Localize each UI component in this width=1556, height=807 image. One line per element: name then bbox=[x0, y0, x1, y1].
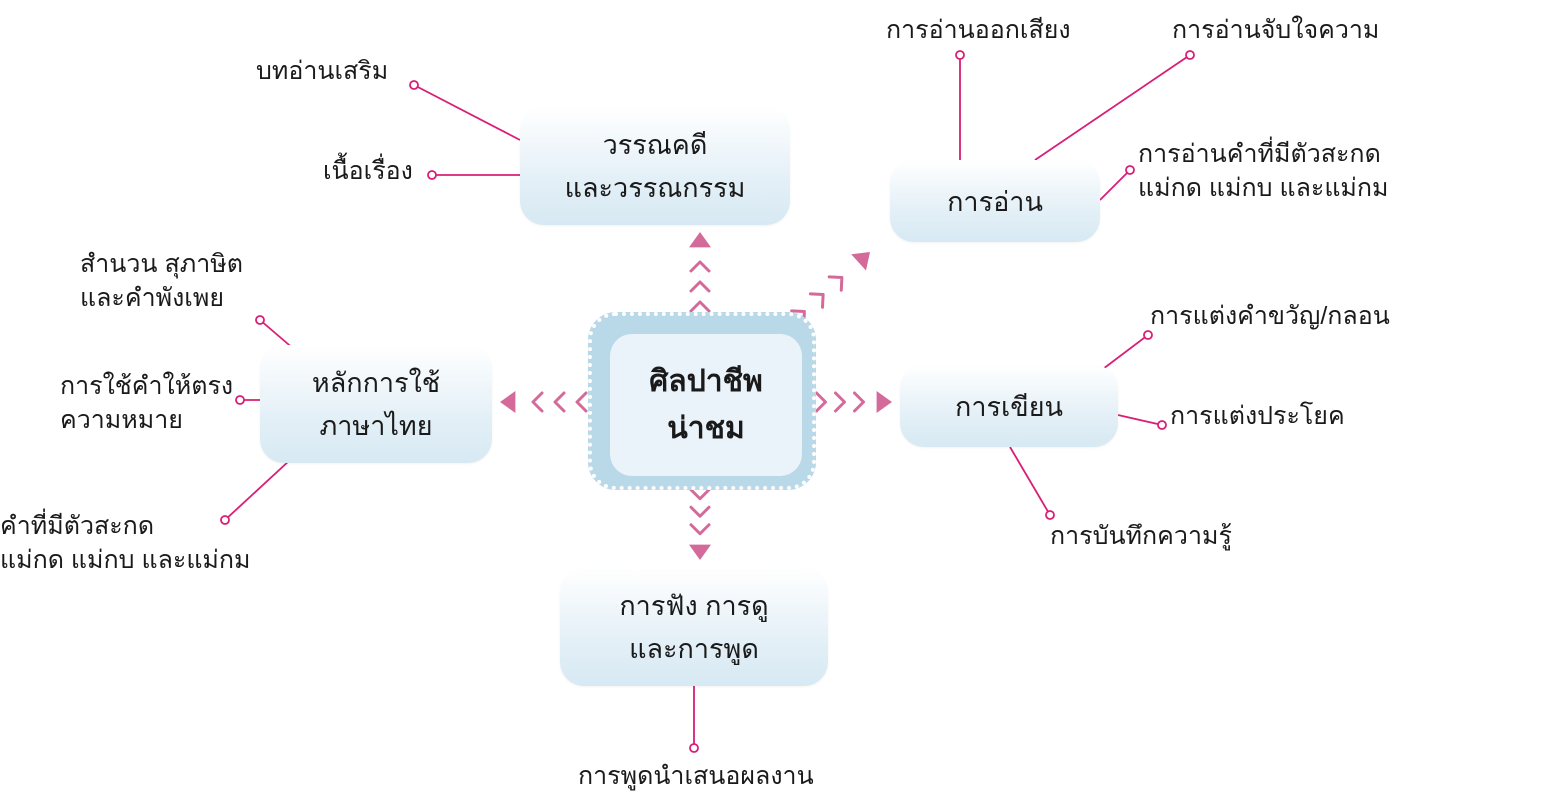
arrow-thai-usage bbox=[500, 391, 586, 413]
leaf-line-read-spell bbox=[1100, 170, 1130, 200]
branch-literature: วรรณคดีและวรรณกรรม bbox=[520, 107, 790, 225]
branch-writing: การเขียน bbox=[900, 365, 1118, 447]
leaf-line-write-note bbox=[1010, 447, 1050, 515]
leaf-line-write-sent bbox=[1118, 415, 1162, 425]
leaf-line-lit-supp bbox=[414, 85, 520, 140]
leaf-write-note: การบันทึกความรู้ bbox=[1050, 520, 1232, 554]
leaf-read-spell: การอ่านคำที่มีตัวสะกด แม่กด แม่กบ และแม่… bbox=[1138, 138, 1389, 206]
branch-label-line1: การฟัง การดู bbox=[619, 584, 768, 627]
branch-thai-usage: หลักการใช้ภาษาไทย bbox=[260, 345, 492, 463]
leaf-lit-supp: บทอ่านเสริม bbox=[256, 55, 388, 89]
branch-label-line2: และวรรณกรรม bbox=[565, 166, 746, 209]
arrow-listen-speak bbox=[689, 490, 711, 560]
leaf-read-aloud: การอ่านออกเสียง bbox=[886, 14, 1071, 48]
leaf-dot-write-note bbox=[1046, 511, 1054, 519]
center-node-inner: ศิลปาชีพ น่าชม bbox=[610, 334, 802, 476]
leaf-write-poem: การแต่งคำขวัญ/กลอน bbox=[1150, 300, 1390, 334]
leaf-use-spell: คำที่มีตัวสะกด แม่กด แม่กบ และแม่กม bbox=[0, 510, 251, 578]
leaf-dot-read-spell bbox=[1126, 166, 1134, 174]
branch-label-line1: การเขียน bbox=[955, 385, 1063, 428]
leaf-use-idiom: สำนวน สุภาษิต และคำพังเพย bbox=[80, 248, 243, 316]
branch-label-line2: ภาษาไทย bbox=[319, 404, 432, 447]
mindmap-canvas: ศิลปาชีพ น่าชม วรรณคดีและวรรณกรรมการอ่าน… bbox=[0, 0, 1556, 807]
leaf-speak-present: การพูดนำเสนอผลงาน bbox=[578, 760, 814, 794]
branch-label-line2: และการพูด bbox=[629, 627, 759, 670]
leaf-dot-write-sent bbox=[1158, 421, 1166, 429]
leaf-dot-read-aloud bbox=[956, 51, 964, 59]
leaf-dot-lit-story bbox=[428, 171, 436, 179]
center-node: ศิลปาชีพ น่าชม bbox=[588, 312, 816, 490]
arrow-writing bbox=[817, 391, 893, 413]
arrow-literature bbox=[689, 232, 711, 311]
leaf-write-sent: การแต่งประโยค bbox=[1170, 400, 1345, 434]
branch-label-line1: การอ่าน bbox=[947, 180, 1043, 223]
leaf-use-meaning: การใช้คำให้ตรง ความหมาย bbox=[60, 370, 233, 438]
leaf-dot-use-meaning bbox=[236, 396, 244, 404]
leaf-read-comp: การอ่านจับใจความ bbox=[1172, 14, 1379, 48]
leaf-dot-read-comp bbox=[1186, 51, 1194, 59]
center-line2: น่าชม bbox=[667, 405, 745, 452]
arrow-reading bbox=[792, 252, 870, 324]
branch-reading: การอ่าน bbox=[890, 160, 1100, 242]
branch-listen-speak: การฟัง การดูและการพูด bbox=[560, 568, 828, 686]
branch-label-line1: หลักการใช้ bbox=[312, 361, 440, 404]
center-line1: ศิลปาชีพ bbox=[649, 358, 762, 405]
leaf-dot-speak-present bbox=[690, 744, 698, 752]
leaf-dot-lit-supp bbox=[410, 81, 418, 89]
branch-label-line1: วรรณคดี bbox=[603, 123, 708, 166]
leaf-lit-story: เนื้อเรื่อง bbox=[323, 155, 413, 189]
leaf-dot-use-idiom bbox=[256, 316, 264, 324]
